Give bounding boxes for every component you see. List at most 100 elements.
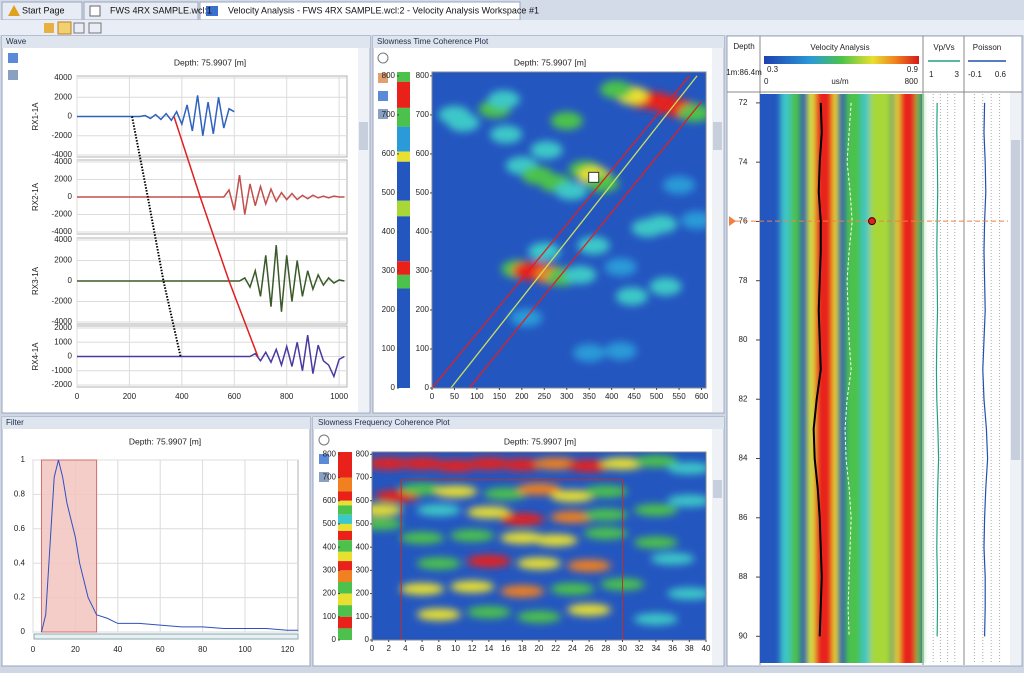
- x-tick-label: 34: [651, 644, 660, 653]
- tab-label[interactable]: Start Page: [22, 5, 65, 15]
- tab-label[interactable]: Velocity Analysis - FWS 4RX SAMPLE.wcl:2…: [228, 5, 539, 15]
- x-tick-label: 38: [685, 644, 694, 653]
- heat-cells: [372, 455, 706, 626]
- y-tick-label: 100: [416, 344, 430, 353]
- panel-icon[interactable]: [318, 434, 330, 446]
- slowness-curve: [844, 102, 853, 637]
- colorbar-tick-label: 400: [323, 542, 337, 551]
- heatmap: [432, 72, 706, 388]
- heat-cell: [583, 508, 628, 521]
- y-tick-label: 2000: [54, 256, 72, 265]
- colorbar-tick-label: 800: [323, 449, 337, 458]
- panel-icon[interactable]: [377, 52, 389, 64]
- x-tick-label: 100: [470, 392, 484, 401]
- panel-icon[interactable]: [378, 109, 388, 119]
- colorbar-segment: [397, 288, 410, 388]
- panel-icon[interactable]: [378, 73, 388, 83]
- heat-cell: [500, 585, 545, 598]
- x-tick-label: 14: [484, 644, 493, 653]
- y-tick-label: 400: [356, 542, 370, 551]
- coherence-band: [899, 94, 916, 663]
- colorbar-tick-label: 300: [323, 565, 337, 574]
- y-tick-label: -4000: [52, 227, 73, 236]
- heat-cell: [466, 555, 511, 568]
- y-tick-label: 0: [68, 276, 73, 285]
- panel-icon[interactable]: [8, 53, 18, 63]
- y-tick-label: -4000: [52, 150, 73, 159]
- tool-button[interactable]: [44, 23, 54, 33]
- scrollbar[interactable]: [712, 48, 723, 412]
- tab-label[interactable]: FWS 4RX SAMPLE.wcl:1: [110, 5, 212, 15]
- panel-header: [373, 36, 724, 48]
- x-tick-label: 0: [75, 392, 80, 401]
- x-tick-label: 8: [437, 644, 442, 653]
- x-tick-label: 60: [156, 645, 165, 654]
- colorbar-segment: [338, 491, 352, 501]
- velocity-bands: [780, 94, 922, 663]
- heat-cell: [416, 504, 461, 517]
- x-tick-label: 600: [228, 392, 242, 401]
- waveform: [77, 95, 235, 136]
- panel-icon[interactable]: [319, 472, 329, 482]
- scrollbar-thumb[interactable]: [713, 122, 722, 150]
- heat-cell: [650, 552, 695, 565]
- scrollbar-thumb[interactable]: [713, 480, 722, 498]
- panel-icon[interactable]: [8, 70, 18, 80]
- colorbar-tick-label: 700: [323, 473, 337, 482]
- x-tick-label: 20: [71, 645, 80, 654]
- coherence-band: [832, 94, 839, 663]
- scrollbar-thumb[interactable]: [359, 122, 368, 150]
- panel-header: [313, 417, 724, 429]
- coherence-band: [806, 94, 816, 663]
- depth-label: 78: [739, 276, 748, 285]
- tool-button[interactable]: [73, 22, 85, 34]
- heat-cell: [500, 531, 545, 544]
- y-tick-label: 200: [356, 589, 370, 598]
- heat-cell: [583, 527, 628, 540]
- pick-point: [867, 217, 876, 226]
- heat-cell: [633, 504, 678, 517]
- colorbar-segment: [338, 452, 352, 478]
- y-tick-label: 0: [68, 192, 73, 201]
- y-tick-label: 600: [416, 149, 430, 158]
- heat-cell: [490, 125, 523, 144]
- colorbar-segment: [397, 161, 410, 201]
- scrollbar[interactable]: [358, 48, 369, 412]
- heat-cell: [400, 531, 445, 544]
- scrollbar-thumb[interactable]: [1011, 140, 1020, 460]
- colorbar-segment: [397, 216, 410, 262]
- heat-cell: [400, 457, 445, 470]
- heat-cell: [633, 455, 678, 468]
- panel-icon[interactable]: [378, 91, 388, 101]
- tool-button[interactable]: [57, 21, 72, 35]
- y-tick-label: 0.6: [14, 524, 26, 533]
- colorbar-tick-label: 200: [382, 305, 396, 314]
- x-tick-label: 200: [123, 392, 137, 401]
- heat-cell: [583, 485, 628, 498]
- waveform: [77, 175, 345, 215]
- heat-cells: [438, 80, 706, 362]
- y-tick-label: -1000: [52, 366, 73, 375]
- coherence-band: [815, 94, 833, 663]
- x-tick-label: 600: [695, 392, 709, 401]
- coherence-band: [790, 94, 801, 663]
- tool-button[interactable]: [88, 22, 102, 34]
- range-slider[interactable]: [33, 633, 299, 640]
- guide-line: [450, 75, 698, 388]
- coherence-band: [869, 94, 892, 663]
- colorbar-tick-label: 100: [382, 344, 396, 353]
- heat-cell: [400, 483, 445, 496]
- axis-max: 800: [905, 77, 919, 86]
- scrollbar[interactable]: [712, 429, 723, 665]
- heat-cell: [600, 457, 645, 470]
- colorbar-segment: [397, 151, 410, 162]
- colorbar-tick-label: 500: [382, 188, 396, 197]
- y-tick-label: 0: [68, 352, 73, 361]
- panel-icon[interactable]: [319, 454, 329, 464]
- depth-label: 72: [739, 98, 748, 107]
- panel-header: [2, 417, 310, 429]
- y-tick-label: 600: [356, 496, 370, 505]
- depth-label: 80: [739, 335, 748, 344]
- y-tick-label: 500: [416, 188, 430, 197]
- colorbar-segment: [397, 81, 410, 108]
